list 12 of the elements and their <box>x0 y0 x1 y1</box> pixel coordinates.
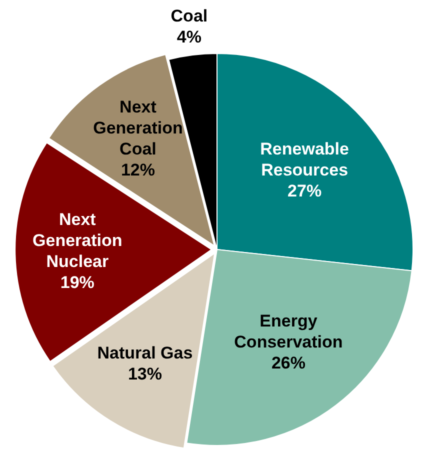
slice-label: Energy Conservation <box>234 312 343 352</box>
data-label: 26% <box>271 354 306 373</box>
data-label: 27% <box>288 182 322 201</box>
slice-label: Next Generation Nuclear <box>32 210 122 271</box>
data-label: 4% <box>176 27 202 46</box>
data-label: 19% <box>60 272 94 292</box>
slice-label: Renewable Resources <box>260 140 349 180</box>
slice-label: Next Generation Coal <box>93 97 183 158</box>
data-label: 13% <box>128 364 162 384</box>
slice-label: Natural Gas <box>97 344 193 363</box>
slice-label: Coal <box>170 6 208 26</box>
data-label: 12% <box>120 160 155 180</box>
